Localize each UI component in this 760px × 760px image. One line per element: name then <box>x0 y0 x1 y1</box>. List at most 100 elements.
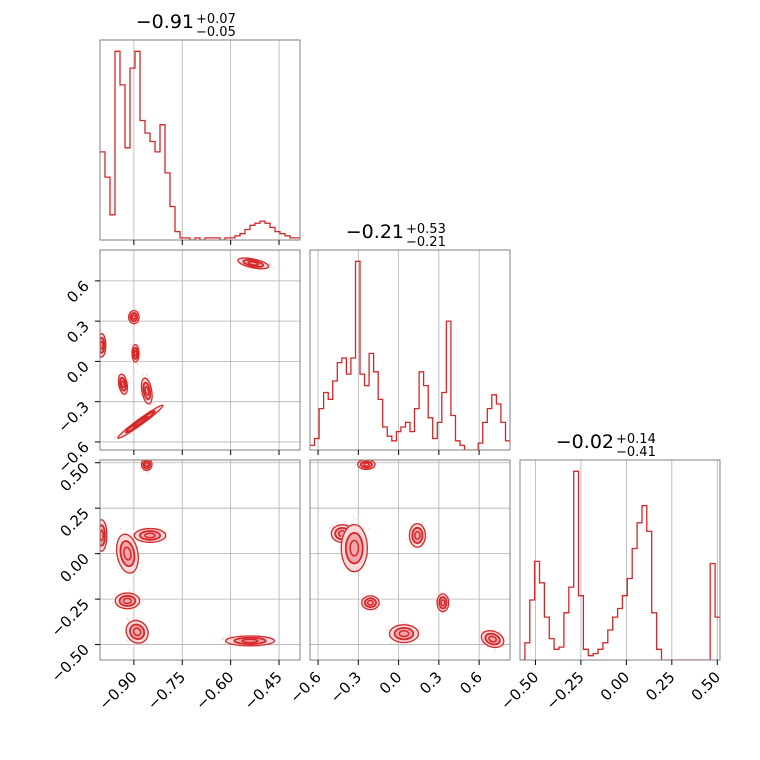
x-tick-label: 0.0 <box>376 668 406 698</box>
contour-core <box>414 530 421 541</box>
x-tick-label: 0.00 <box>597 668 633 704</box>
sample-point <box>141 373 144 376</box>
sample-point <box>96 344 98 346</box>
sample-point <box>424 527 427 529</box>
sample-point <box>401 620 404 623</box>
sample-point <box>139 603 142 606</box>
param-title-center-2: −0.02 <box>556 431 614 453</box>
sample-point <box>269 263 272 266</box>
sample-point <box>269 635 271 638</box>
x-tick-label: 0.25 <box>642 668 678 704</box>
x-tick-label: −0.90 <box>95 668 140 713</box>
contour-core <box>144 532 156 539</box>
sample-point <box>354 463 357 466</box>
hist-frame <box>309 249 511 451</box>
sample-point <box>137 322 140 325</box>
density-panel-1 <box>95 457 301 665</box>
sample-point <box>105 522 108 525</box>
param-title-center-0: −0.91 <box>136 11 194 33</box>
density-panel-0 <box>95 249 301 455</box>
sample-point <box>257 634 260 636</box>
hist-frame <box>519 459 721 661</box>
x-tick-label: −0.75 <box>144 668 189 713</box>
sample-point <box>493 649 496 652</box>
sample-point <box>375 609 378 612</box>
sample-point <box>417 627 420 630</box>
hist-panel-2: −0.02 +0.14−0.41 <box>519 431 721 665</box>
sample-point <box>405 622 408 625</box>
param-title-lower-0: −0.05 <box>196 25 236 40</box>
sample-point <box>98 344 100 346</box>
x-tick-label: 0.50 <box>688 668 724 704</box>
sample-point <box>390 642 393 644</box>
sample-point <box>366 458 368 460</box>
sample-point <box>380 597 383 600</box>
sample-point <box>272 266 275 269</box>
sample-point <box>111 601 114 604</box>
contour-core <box>120 380 126 389</box>
param-title-upper-0: +0.07 <box>196 12 236 27</box>
sample-point <box>409 524 412 527</box>
x-tick-label: −0.3 <box>327 668 365 706</box>
x-tick-label: 0.6 <box>456 668 486 698</box>
sample-point <box>149 403 152 406</box>
param-title-lower-1: −0.21 <box>406 235 446 250</box>
hist-frame <box>99 39 301 241</box>
sample-point <box>147 457 149 459</box>
contour-core <box>123 546 132 561</box>
sample-point <box>133 530 135 533</box>
contour-core <box>100 529 105 542</box>
contour-core <box>440 599 446 607</box>
sample-point <box>227 635 230 638</box>
sample-point <box>127 380 130 383</box>
sample-point <box>139 569 142 572</box>
sample-point <box>120 369 123 372</box>
sample-point <box>145 642 148 645</box>
contour-core <box>241 638 259 644</box>
sample-point <box>124 374 127 377</box>
sample-point <box>362 527 365 530</box>
x-tick-label: −0.6 <box>286 668 324 706</box>
param-title-upper-1: +0.53 <box>406 222 446 237</box>
sample-point <box>97 340 99 342</box>
sample-point <box>144 457 146 459</box>
sample-point <box>131 343 134 346</box>
param-title-lower-2: −0.41 <box>616 445 656 460</box>
density-content <box>310 458 510 660</box>
sample-point <box>128 589 131 592</box>
sample-point <box>367 528 370 531</box>
sample-point <box>98 348 100 350</box>
sample-point <box>146 471 149 474</box>
sample-point <box>96 531 98 533</box>
sample-point <box>98 550 100 552</box>
sample-point <box>418 629 421 632</box>
density-content <box>96 457 300 660</box>
y-tick-label: 0.00 <box>57 550 93 586</box>
x-tick-label: −0.25 <box>543 668 588 713</box>
sample-point <box>116 374 119 377</box>
sample-point <box>127 619 130 622</box>
sample-point <box>106 524 109 527</box>
sample-point <box>136 363 139 366</box>
sample-point <box>435 598 437 601</box>
hist-panel-1: −0.21 +0.53−0.21 <box>309 221 511 455</box>
sample-point <box>438 591 441 594</box>
sample-point <box>142 469 145 472</box>
sample-point <box>421 522 424 525</box>
hist-step-line <box>520 470 720 660</box>
contour-core <box>131 314 137 320</box>
sample-point <box>385 629 388 632</box>
sample-point <box>131 360 134 363</box>
y-tick-label: −0.50 <box>48 641 93 686</box>
sample-point <box>145 374 148 377</box>
density-content <box>96 250 300 450</box>
sample-point <box>150 457 152 459</box>
x-tick-label: 0.3 <box>416 668 446 698</box>
sample-point <box>141 600 144 602</box>
density-frame <box>309 459 511 661</box>
contour-core <box>122 597 133 605</box>
contour-core <box>144 386 150 396</box>
contour-core <box>488 635 497 643</box>
y-tick-label: −0.25 <box>48 595 93 640</box>
